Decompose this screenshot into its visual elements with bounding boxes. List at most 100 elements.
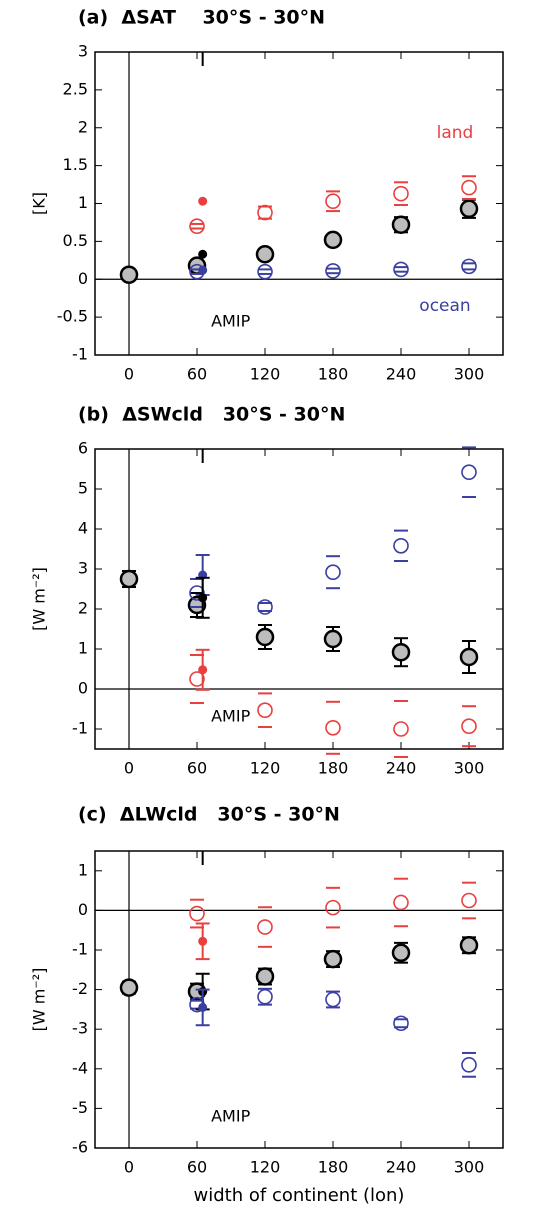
y-axis-label: [W m⁻²] [30, 567, 49, 631]
y-tick-label: 1 [78, 639, 88, 658]
x-tick-label: 180 [318, 759, 349, 778]
y-tick-label: -5 [72, 1098, 88, 1117]
point [391, 642, 411, 662]
point [459, 935, 479, 955]
x-tick-label: 240 [386, 365, 417, 384]
point [461, 258, 477, 275]
point [198, 1002, 208, 1012]
x-tick-label: 240 [386, 759, 417, 778]
point [198, 665, 208, 675]
panel-title: (a) ΔSAT 30°S - 30°N [78, 7, 325, 29]
point [255, 627, 275, 647]
point [391, 215, 411, 234]
x-tick-label: 300 [454, 1158, 485, 1177]
point [198, 249, 208, 259]
point [325, 991, 341, 1008]
point [393, 261, 409, 278]
point [323, 629, 343, 649]
x-tick-label: 60 [187, 365, 207, 384]
point [189, 585, 205, 601]
point [257, 599, 273, 615]
point [459, 647, 479, 667]
point [325, 899, 341, 916]
point [325, 719, 341, 736]
point [393, 721, 409, 737]
point [325, 564, 341, 581]
y-tick-label: -3 [72, 1019, 88, 1038]
point [323, 230, 343, 250]
series-label: land [437, 123, 474, 143]
point [198, 593, 208, 603]
point [119, 265, 139, 284]
point [393, 185, 409, 202]
y-tick-label: 1.5 [63, 155, 88, 174]
x-tick-label: 180 [318, 365, 349, 384]
y-tick-label: 0.5 [63, 231, 88, 250]
point [459, 199, 479, 219]
x-tick-label: 120 [250, 759, 281, 778]
y-tick-label: 0 [78, 679, 88, 698]
y-tick-label: -1 [72, 345, 88, 364]
point [257, 263, 273, 280]
x-tick-label: 0 [124, 1158, 134, 1177]
y-tick-label: -0.5 [57, 307, 88, 326]
x-tick-label: 60 [187, 759, 207, 778]
y-tick-label: 0 [78, 900, 88, 919]
point [393, 894, 409, 911]
point [255, 967, 275, 986]
point [198, 196, 208, 206]
y-tick-label: 4 [78, 519, 88, 538]
y-tick-label: -1 [72, 940, 88, 959]
point [325, 263, 341, 279]
x-tick-label: 60 [187, 1158, 207, 1177]
x-axis-label: width of continent (lon) [194, 1185, 405, 1206]
y-tick-label: 2.5 [63, 79, 88, 98]
point [393, 1015, 409, 1032]
plot-frame [94, 850, 504, 1149]
x-tick-label: 300 [454, 365, 485, 384]
y-axis-label: [K] [30, 192, 49, 215]
point [189, 671, 205, 687]
point [461, 1057, 477, 1073]
annotation: AMIP [211, 707, 250, 726]
y-tick-label: 3 [78, 559, 88, 578]
point [257, 988, 273, 1005]
x-tick-label: 0 [124, 759, 134, 778]
y-tick-label: 6 [78, 439, 88, 458]
point [461, 718, 477, 735]
point [461, 464, 477, 481]
annotation: AMIP [211, 312, 250, 331]
point [461, 892, 477, 909]
point [198, 265, 208, 275]
point [119, 978, 139, 997]
point [325, 193, 341, 210]
x-tick-label: 300 [454, 759, 485, 778]
y-tick-label: -6 [72, 1138, 88, 1157]
y-tick-label: 0 [78, 269, 88, 288]
annotation: AMIP [211, 1107, 250, 1126]
y-tick-label: -2 [72, 979, 88, 998]
point [255, 245, 275, 264]
x-tick-label: 240 [386, 1158, 417, 1177]
point [257, 919, 273, 935]
panel-title: (b) ΔSWcld 30°S - 30°N [78, 404, 345, 426]
point [119, 569, 139, 589]
x-tick-label: 120 [250, 1158, 281, 1177]
point [391, 943, 411, 963]
point [323, 949, 343, 969]
panel-title: (c) ΔLWcld 30°S - 30°N [78, 804, 340, 826]
y-tick-label: -4 [72, 1058, 88, 1077]
point [189, 218, 205, 235]
x-tick-label: 0 [124, 365, 134, 384]
point [393, 537, 409, 554]
point [257, 204, 273, 221]
y-tick-label: 3 [78, 42, 88, 61]
point [198, 936, 208, 946]
point [189, 905, 205, 922]
plot-frame [94, 448, 504, 750]
x-tick-label: 120 [250, 365, 281, 384]
point [461, 179, 477, 196]
y-tick-label: 2 [78, 599, 88, 618]
